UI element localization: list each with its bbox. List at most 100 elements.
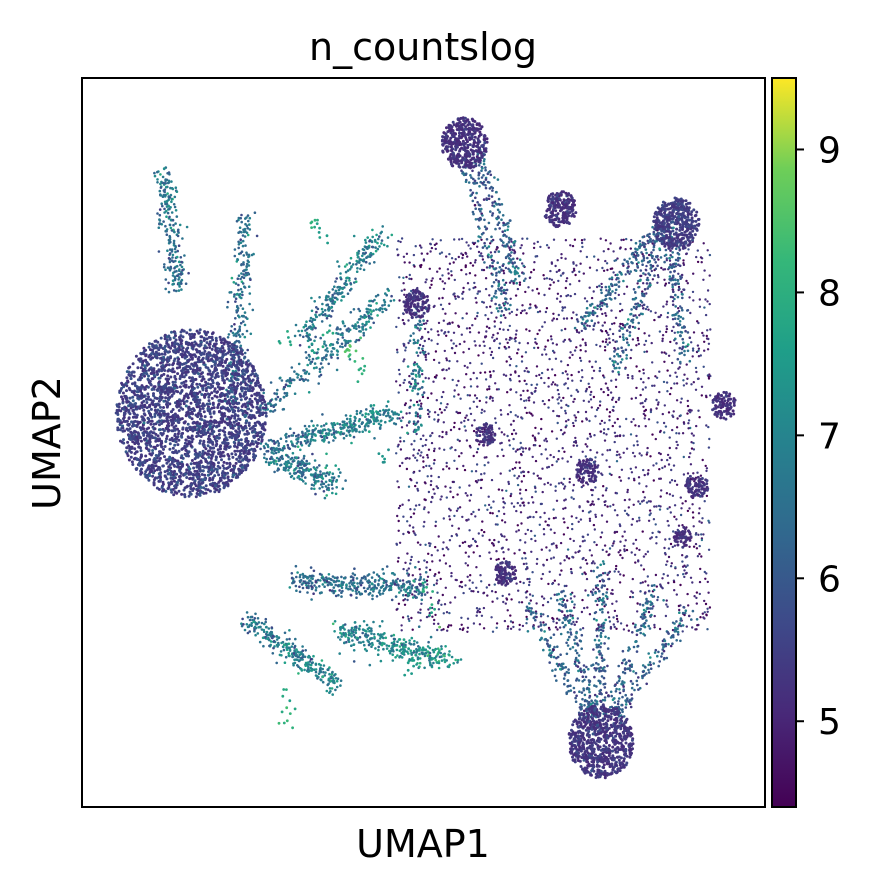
scatter-point xyxy=(352,308,356,311)
scatter-point xyxy=(464,562,467,565)
scatter-point xyxy=(680,290,683,294)
scatter-point xyxy=(692,331,696,334)
scatter-point xyxy=(573,623,577,626)
scatter-point xyxy=(361,430,365,434)
scatter-point xyxy=(348,261,352,265)
scatter-point xyxy=(631,377,634,380)
scatter-point xyxy=(663,551,667,555)
scatter-point xyxy=(325,316,329,320)
scatter-point xyxy=(303,469,307,472)
scatter-point xyxy=(400,237,404,240)
scatter-point xyxy=(318,296,321,299)
scatter-point xyxy=(378,427,382,430)
scatter-point xyxy=(690,447,694,450)
scatter-point xyxy=(675,432,678,435)
scatter-point xyxy=(304,482,307,485)
scatter-point xyxy=(351,639,354,642)
scatter-point xyxy=(549,269,552,273)
scatter-point xyxy=(671,494,675,497)
scatter-point xyxy=(476,245,479,248)
scatter-point xyxy=(443,377,446,380)
scatter-point xyxy=(337,468,341,471)
scatter-point xyxy=(597,623,600,626)
scatter-point xyxy=(521,309,524,313)
scatter-point xyxy=(607,388,610,392)
scatter-point xyxy=(410,651,413,655)
scatter-point xyxy=(300,444,304,447)
scatter-point xyxy=(320,480,324,483)
scatter-point xyxy=(554,485,557,488)
scatter-point xyxy=(310,661,314,665)
scatter-point xyxy=(637,476,641,479)
scatter-point xyxy=(425,438,428,442)
scatter-point xyxy=(324,344,328,347)
scatter-point xyxy=(701,458,704,462)
scatter-point xyxy=(339,272,342,275)
scatter-point xyxy=(327,668,330,672)
scatter-point xyxy=(333,620,337,623)
scatter-point xyxy=(437,413,440,417)
scatter-point xyxy=(303,668,306,672)
scatter-point xyxy=(677,367,680,370)
scatter-point xyxy=(233,323,236,326)
scatter-point xyxy=(523,379,526,382)
scatter-point xyxy=(696,471,699,474)
scatter-point xyxy=(677,604,681,608)
scatter-point xyxy=(561,433,565,436)
scatter-point xyxy=(667,281,671,285)
scatter-point xyxy=(615,564,618,568)
scatter-point xyxy=(454,297,457,300)
scatter-point xyxy=(268,644,271,648)
scatter-point xyxy=(268,401,271,405)
scatter-point xyxy=(271,410,275,413)
scatter-point xyxy=(370,310,373,313)
scatter-point xyxy=(435,242,438,245)
scatter-point xyxy=(647,519,651,522)
scatter-point xyxy=(609,391,613,394)
scatter-point xyxy=(659,495,662,498)
scatter-point xyxy=(327,432,330,436)
scatter-point xyxy=(608,328,612,331)
scatter-point xyxy=(593,541,596,544)
scatter-point xyxy=(285,462,289,466)
scatter-point xyxy=(255,622,259,626)
scatter-point xyxy=(290,462,293,466)
scatter-point xyxy=(445,406,448,409)
scatter-point xyxy=(651,278,655,281)
scatter-point xyxy=(554,264,557,268)
scatter-point xyxy=(585,577,589,581)
scatter-point xyxy=(510,240,513,243)
scatter-point xyxy=(430,554,433,557)
scatter-point xyxy=(569,455,573,459)
scatter-point xyxy=(407,567,410,570)
scatter-point xyxy=(309,666,313,670)
scatter-point xyxy=(655,462,658,465)
scatter-point xyxy=(525,622,528,625)
scatter-point xyxy=(483,344,486,348)
scatter-point xyxy=(305,320,308,324)
scatter-point xyxy=(700,521,703,524)
scatter-point xyxy=(247,285,251,289)
scatter-point xyxy=(618,523,621,526)
scatter-point xyxy=(421,444,424,448)
scatter-point xyxy=(548,287,551,290)
scatter-point xyxy=(173,247,177,251)
scatter-point xyxy=(304,664,308,667)
scatter-point xyxy=(448,611,451,615)
scatter-point xyxy=(489,251,493,254)
scatter-point xyxy=(296,445,300,449)
scatter-point xyxy=(422,434,425,437)
scatter-point xyxy=(367,424,370,428)
scatter-point xyxy=(416,415,420,418)
scatter-point xyxy=(527,470,530,474)
scatter-point xyxy=(497,510,501,513)
scatter-point xyxy=(361,315,364,319)
scatter-point xyxy=(416,452,420,455)
scatter-point xyxy=(298,477,302,481)
scatter-point xyxy=(512,437,515,441)
scatter-point xyxy=(308,574,312,578)
scatter-point xyxy=(662,573,665,576)
scatter-point xyxy=(501,519,504,522)
scatter-point xyxy=(372,309,375,312)
